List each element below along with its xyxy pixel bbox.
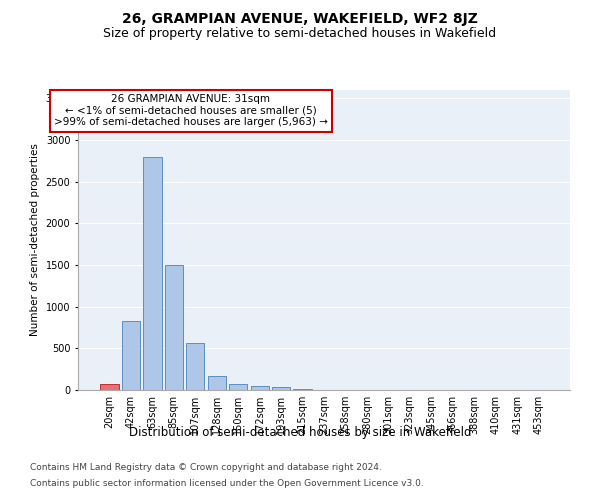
Bar [272, 387, 290, 390]
Bar [186, 344, 205, 390]
Text: 26 GRAMPIAN AVENUE: 31sqm
← <1% of semi-detached houses are smaller (5)
>99% of : 26 GRAMPIAN AVENUE: 31sqm ← <1% of semi-… [54, 94, 328, 128]
Bar [100, 384, 119, 390]
Bar [165, 265, 183, 390]
Bar [229, 384, 247, 390]
Bar [293, 389, 311, 390]
Bar [208, 376, 226, 390]
Y-axis label: Number of semi-detached properties: Number of semi-detached properties [30, 144, 40, 336]
Text: 26, GRAMPIAN AVENUE, WAKEFIELD, WF2 8JZ: 26, GRAMPIAN AVENUE, WAKEFIELD, WF2 8JZ [122, 12, 478, 26]
Text: Distribution of semi-detached houses by size in Wakefield: Distribution of semi-detached houses by … [129, 426, 471, 439]
Text: Size of property relative to semi-detached houses in Wakefield: Size of property relative to semi-detach… [103, 28, 497, 40]
Text: Contains HM Land Registry data © Crown copyright and database right 2024.: Contains HM Land Registry data © Crown c… [30, 464, 382, 472]
Text: Contains public sector information licensed under the Open Government Licence v3: Contains public sector information licen… [30, 478, 424, 488]
Bar [122, 321, 140, 390]
Bar [143, 156, 161, 390]
Bar [251, 386, 269, 390]
